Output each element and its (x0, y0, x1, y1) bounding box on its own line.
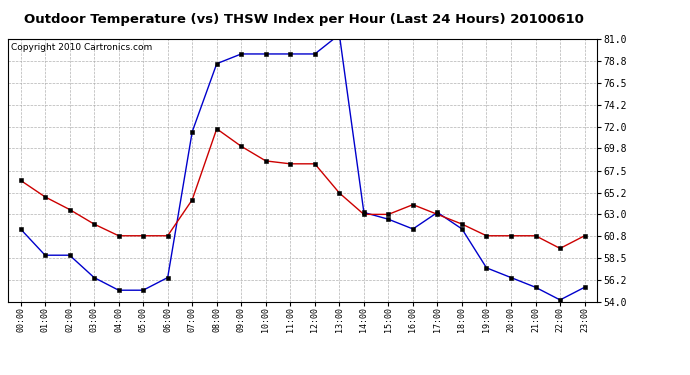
Text: Outdoor Temperature (vs) THSW Index per Hour (Last 24 Hours) 20100610: Outdoor Temperature (vs) THSW Index per … (23, 13, 584, 26)
Text: Copyright 2010 Cartronics.com: Copyright 2010 Cartronics.com (11, 44, 152, 52)
